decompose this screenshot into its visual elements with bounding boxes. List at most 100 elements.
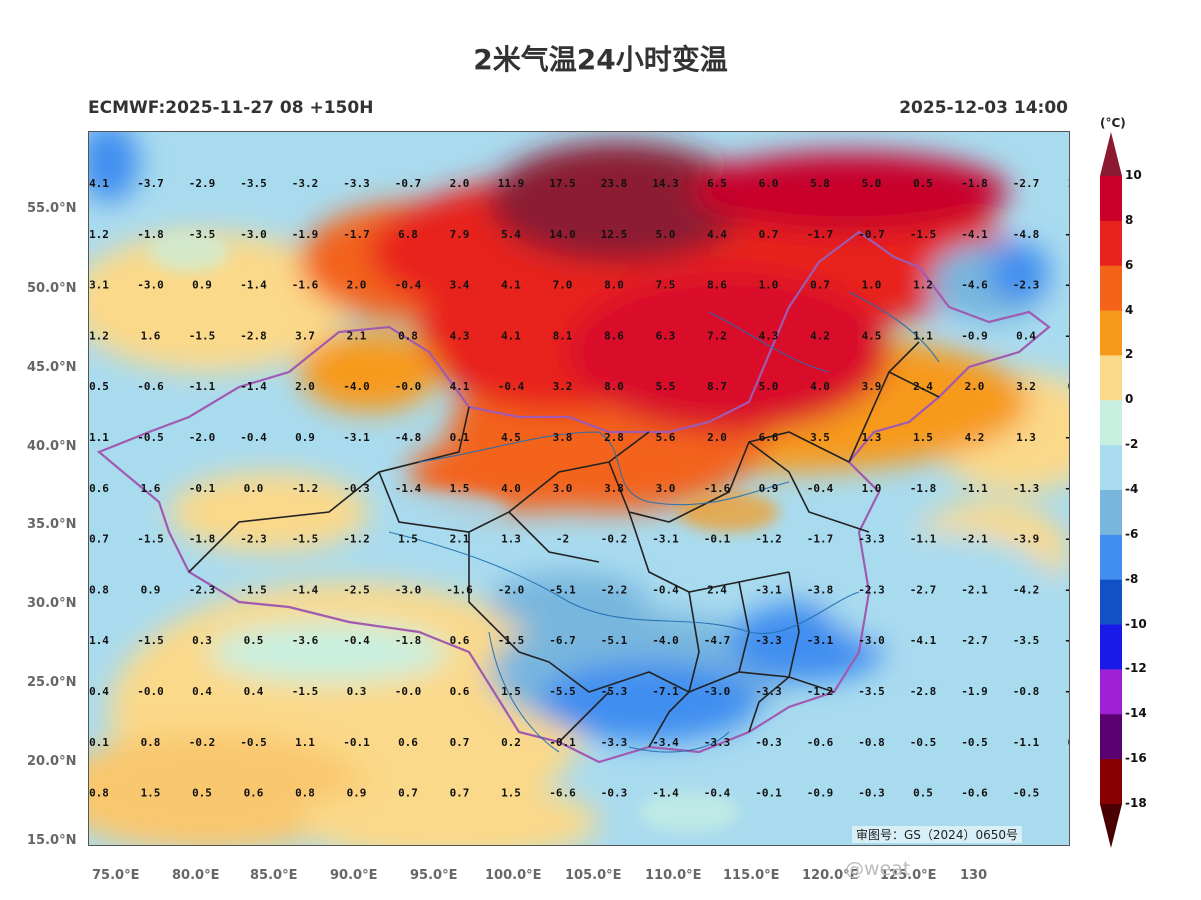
grid-value: 0.4 [1016, 329, 1036, 342]
grid-value: -2.1 [961, 533, 988, 546]
model-run-label: ECMWF:2025-11-27 08 +150H [88, 98, 374, 118]
grid-value: 8.0 [604, 279, 624, 292]
grid-value: -3.3 [858, 533, 885, 546]
grid-value: 0.2 [501, 736, 521, 749]
grid-value: -1.6 [704, 482, 731, 495]
colorbar-tick-label: 0 [1125, 392, 1134, 407]
grid-value: -0.4 [807, 482, 834, 495]
grid-value: -0.5 [961, 736, 988, 749]
colorbar-min-arrow [1100, 804, 1122, 848]
temperature-speckles [149, 232, 779, 832]
colorbar-segment [1100, 176, 1122, 222]
x-tick-110: 110.0°E [645, 868, 702, 883]
grid-value: -0.4 [240, 431, 267, 444]
grid-value: -1.8 [910, 482, 937, 495]
x-tick-130: 130 [960, 868, 988, 883]
grid-value: 5.0 [759, 380, 779, 393]
colorbar-tick-label: 6 [1125, 257, 1134, 272]
grid-value: 2.0 [450, 177, 470, 190]
grid-value: 6.3 [656, 329, 676, 342]
grid-value: -1.9 [961, 685, 988, 698]
grid-value: 0.0 [244, 482, 264, 495]
grid-value: -2.7 [961, 634, 988, 647]
grid-value: -0.1 [755, 787, 782, 800]
grid-value: 0.9 [347, 787, 367, 800]
grid-value: -0.1 [704, 533, 731, 546]
grid-value: 5.8 [810, 177, 830, 190]
grid-value: -1.5 [137, 634, 164, 647]
grid-value: 0.5 [89, 380, 109, 393]
grid-value: 0.4 [192, 685, 212, 698]
grid-value: -1.5 [910, 228, 937, 241]
grid-value: 2.8 [604, 431, 624, 444]
grid-value: -0.2 [189, 736, 216, 749]
x-tick-115: 115.0°E [723, 868, 780, 883]
grid-value: 5.0 [862, 177, 882, 190]
grid-value: -1.5 [498, 634, 525, 647]
grid-value: 0.6 [450, 685, 470, 698]
grid-value: 17.5 [549, 177, 576, 190]
grid-value: 0.9 [141, 583, 161, 596]
y-tick-50: 50.0°N [27, 281, 77, 296]
grid-value: 7.2 [707, 329, 727, 342]
colorbar-segment [1100, 265, 1122, 312]
x-tick-90: 90.0°E [330, 868, 378, 883]
colorbar-tick-label: 8 [1125, 212, 1134, 227]
grid-value: 1.6 [141, 482, 161, 495]
colorbar-tick-label: -6 [1125, 526, 1139, 541]
grid-value: -1.7 [807, 533, 834, 546]
grid-value: -1.3 [1013, 482, 1040, 495]
grid-value: 1.2 [913, 279, 933, 292]
grid-value: 1.5 [450, 482, 470, 495]
grid-value: 3.7 [295, 329, 315, 342]
grid-value: 1.2 [89, 228, 109, 241]
grid-value: 5.4 [501, 228, 521, 241]
grid-value: 2.1 [450, 533, 470, 546]
grid-value: -2.2 [601, 583, 628, 596]
grid-value: -1.6 [292, 279, 319, 292]
grid-value: -1.3 [1064, 685, 1069, 698]
grid-value: 3.0 [553, 482, 573, 495]
grid-value: -0.9 [807, 787, 834, 800]
valid-time-label: 2025-12-03 14:00 [899, 98, 1068, 118]
rivers [388, 291, 940, 753]
grid-value: 0.9 [759, 482, 779, 495]
grid-value: 8.6 [604, 329, 624, 342]
grid-value: -4.2 [1013, 583, 1040, 596]
grid-value: 2.1 [347, 329, 367, 342]
grid-value: -2.1 [961, 583, 988, 596]
grid-value: -1.7 [343, 228, 370, 241]
grid-value: 1.5 [398, 533, 418, 546]
grid-value: 7.9 [450, 228, 470, 241]
grid-value: 1.3 [1016, 431, 1036, 444]
grid-value: -3.0 [395, 583, 422, 596]
grid-value: -3.4 [652, 736, 679, 749]
province-boundaries [188, 341, 940, 748]
colorbar-segment [1100, 490, 1122, 536]
x-tick-105: 105.0°E [565, 868, 622, 883]
grid-value: -3.5 [189, 228, 216, 241]
grid-value: -0.5 [240, 736, 267, 749]
grid-value: -2.3 [858, 583, 885, 596]
grid-value: 4.1 [501, 279, 521, 292]
grid-value: 0.9 [192, 279, 212, 292]
grid-value: -3.5 [858, 685, 885, 698]
grid-value: -5.5 [549, 685, 576, 698]
x-tick-100: 100.0°E [485, 868, 542, 883]
temperature-change-map[interactable]: 4.1 -3.7 -2.9 -3.5 -3.2 -3.3 -0.7 2.0 11.9 17.5 23… [88, 131, 1070, 846]
grid-value: -4.6 [1064, 482, 1069, 495]
colorbar-tick-label: -2 [1125, 437, 1139, 452]
grid-value: -1.5 [137, 533, 164, 546]
grid-value: 0.7 [450, 787, 470, 800]
y-tick-35: 35.0°N [27, 517, 77, 532]
grid-value: 0.5 [244, 634, 264, 647]
grid-value: -0.5 [910, 736, 937, 749]
national-boundary [96, 230, 1051, 764]
grid-value: -5.1 [601, 634, 628, 647]
grid-value: -0.3 [601, 787, 628, 800]
grid-value: 7.5 [656, 279, 676, 292]
grid-value: 8.6 [707, 279, 727, 292]
grid-value: -0.0 [395, 685, 422, 698]
grid-value: -4.0 [343, 380, 370, 393]
grid-value: -1.2 [807, 685, 834, 698]
